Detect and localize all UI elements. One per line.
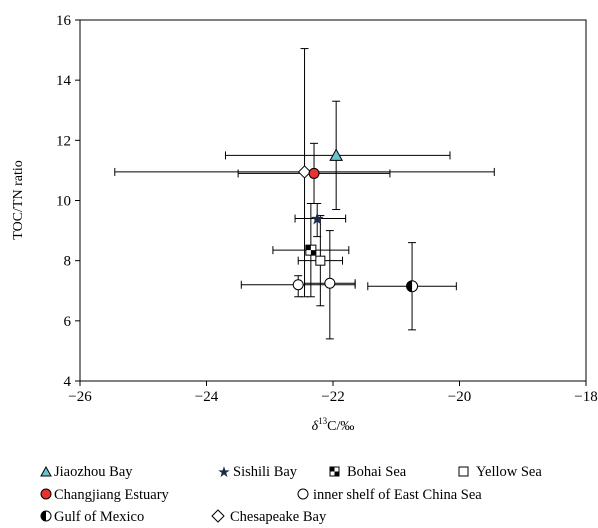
y-tick-label: 6	[64, 314, 72, 330]
x-tick-label: −24	[195, 389, 219, 405]
legend-item-bohai-sea: Bohai Sea	[329, 464, 407, 480]
plot-frame	[79, 19, 587, 382]
legend-marker-square	[458, 466, 469, 477]
legend-item-inner-shelf: inner shelf of East China Sea	[297, 487, 482, 503]
y-axis-title: TOC/TN ratio	[11, 160, 26, 239]
x-tick-label: −26	[68, 389, 92, 405]
data-points: ★	[292, 148, 419, 293]
legend-label-inner-shelf: inner shelf of East China Sea	[313, 487, 482, 503]
legend-item-changjiang-estuary: Changjiang Estuary	[40, 487, 170, 503]
y-tick-label: 4	[64, 374, 72, 390]
x-tick-label: −20	[448, 389, 471, 405]
x-axis-title-delta: δ	[312, 419, 319, 434]
y-tick-label: 14	[56, 73, 72, 89]
legend-item-chesapeake-bay: Chesapeake Bay	[211, 509, 327, 525]
legend-label-yellow-sea: Yellow Sea	[476, 464, 542, 480]
data-point-changjiang-estuary	[308, 167, 320, 179]
legend-label-sishili-bay: Sishili Bay	[233, 464, 298, 480]
y-tick-label: 8	[64, 254, 72, 270]
data-point-sishili-bay: ★	[310, 210, 325, 229]
legend-label-jiaozhou-bay: Jiaozhou Bay	[54, 464, 133, 480]
legend-marker-red-circle	[40, 488, 52, 500]
error-bars	[114, 48, 495, 340]
legend: Jiaozhou Bay ★ Sishili Bay Bohai Sea Yel…	[40, 464, 542, 525]
x-axis-title-rest: C/‰	[327, 419, 354, 434]
data-point-chesapeake-bay	[297, 165, 312, 179]
data-point-bohai-sea-fill	[310, 250, 316, 256]
data-point-inner-shelf-of-east-china-sea	[324, 277, 336, 289]
legend-marker-star: ★	[217, 465, 230, 481]
data-point-inner-shelf-of-east-china-sea	[292, 279, 304, 291]
legend-label-gulf-of-mexico: Gulf of Mexico	[54, 509, 144, 525]
legend-item-yellow-sea: Yellow Sea	[458, 464, 542, 480]
x-tick-label: −18	[574, 389, 597, 405]
x-axis-title: δ13C/‰	[312, 416, 355, 434]
legend-label-bohai-sea: Bohai Sea	[347, 464, 407, 480]
legend-marker-square-half-fill-1	[330, 467, 335, 472]
y-tick-label: 10	[56, 194, 71, 210]
legend-marker-triangle	[40, 465, 52, 477]
data-point-gulf-of-mexico-fill	[406, 280, 413, 292]
data-point-bohai-sea-fill	[305, 245, 311, 251]
y-tick-label: 16	[56, 13, 72, 29]
axis-ticks: −26 −24 −22 −20 −18 4 6 8 10 12 14 16	[56, 13, 598, 405]
legend-marker-half-circle-fill	[41, 511, 46, 521]
x-axis-title-sup: 13	[318, 416, 328, 426]
legend-item-jiaozhou-bay: Jiaozhou Bay	[40, 464, 133, 480]
data-point-yellow-sea	[315, 255, 326, 266]
legend-marker-square-half-fill-2	[334, 471, 339, 476]
x-tick-label: −22	[321, 389, 344, 405]
legend-item-gulf-of-mexico: Gulf of Mexico	[40, 509, 144, 525]
legend-item-sishili-bay: ★ Sishili Bay	[217, 464, 298, 481]
legend-label-changjiang-estuary: Changjiang Estuary	[54, 487, 170, 503]
y-tick-label: 12	[56, 133, 71, 149]
legend-label-chesapeake-bay: Chesapeake Bay	[230, 509, 327, 525]
legend-marker-diamond	[211, 509, 225, 523]
legend-marker-open-circle	[297, 488, 309, 500]
data-point-jiaozhou-bay	[329, 148, 344, 161]
